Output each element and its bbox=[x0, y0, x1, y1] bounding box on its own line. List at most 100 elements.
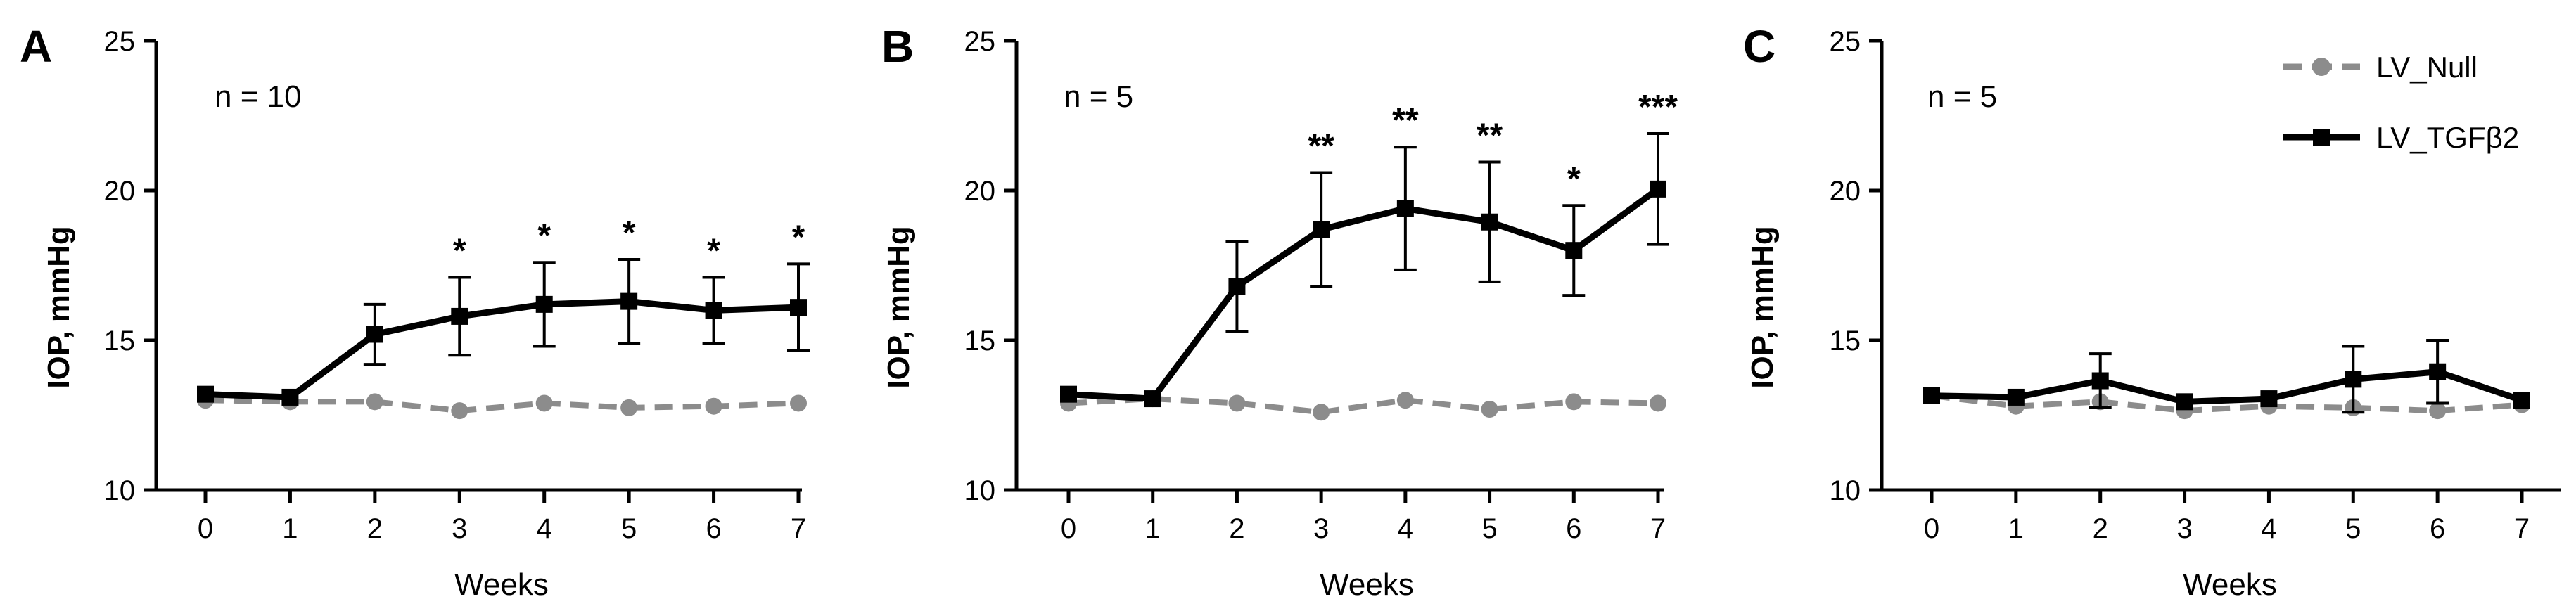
point-tgf-a-0 bbox=[197, 385, 214, 403]
y-tick-label-b-25: 25 bbox=[964, 26, 996, 57]
y-tick-label-c-15: 15 bbox=[1830, 326, 1861, 356]
legend-label-tgf: LV_TGFβ2 bbox=[2376, 121, 2519, 154]
significance-a-4: * bbox=[537, 217, 551, 255]
x-axis-title-a: Weeks bbox=[454, 567, 549, 602]
x-tick-label-a-2: 2 bbox=[367, 513, 383, 544]
y-axis-title-b: IOP, mmHg bbox=[881, 226, 916, 388]
y-tick-label-c-10: 10 bbox=[1830, 475, 1861, 506]
legend-item-null: LV_Null bbox=[2283, 51, 2478, 84]
series-line-null-b bbox=[1068, 396, 1659, 416]
point-tgf-a-3 bbox=[451, 307, 468, 325]
x-axis-title-c: Weeks bbox=[2183, 567, 2277, 602]
x-tick-label-c-3: 3 bbox=[2176, 513, 2192, 544]
series-line-null-c bbox=[1931, 392, 2523, 414]
significance-b-7: *** bbox=[1638, 89, 1678, 126]
point-tgf-a-2 bbox=[366, 326, 383, 343]
plot-area-c: 10 15 20 25 0 1 2 3 4 5 6 7 bbox=[1830, 26, 2561, 544]
point-null-b-3 bbox=[1313, 404, 1330, 421]
point-tgf-a-4 bbox=[535, 295, 553, 313]
panel-letter-b: B bbox=[881, 21, 914, 72]
point-null-b-2 bbox=[1228, 394, 1246, 412]
x-tick-label-a-3: 3 bbox=[452, 513, 467, 544]
series-line-tgf-b bbox=[1068, 186, 1660, 402]
y-tick-label-b-20: 20 bbox=[964, 176, 996, 207]
point-tgf-c-2 bbox=[2091, 372, 2109, 390]
x-tick-label-c-5: 5 bbox=[2345, 513, 2361, 544]
x-tick-label-a-5: 5 bbox=[621, 513, 637, 544]
x-tick-label-c-1: 1 bbox=[2008, 513, 2024, 544]
point-tgf-c-7 bbox=[2513, 392, 2530, 409]
point-null-a-2 bbox=[366, 393, 383, 411]
x-tick-label-a-0: 0 bbox=[198, 513, 213, 544]
point-tgf-c-4 bbox=[2260, 390, 2278, 408]
x-tick-label-c-6: 6 bbox=[2430, 513, 2445, 544]
panel-a: A n = 10 IOP, mmHg Weeks 10 15 20 25 0 1 2 3 4 5 6… bbox=[20, 21, 810, 602]
point-tgf-b-4 bbox=[1396, 200, 1414, 217]
x-axis-title-b: Weeks bbox=[1320, 567, 1414, 602]
series-line-tgf-a bbox=[205, 298, 799, 401]
series-line-tgf-c bbox=[1931, 368, 2523, 405]
x-tick-label-b-1: 1 bbox=[1145, 513, 1161, 544]
n-label-c: n = 5 bbox=[1927, 79, 1997, 114]
point-tgf-a-6 bbox=[705, 302, 722, 319]
significance-a-6: * bbox=[707, 233, 720, 270]
point-null-b-6 bbox=[1565, 393, 1583, 411]
point-null-a-4 bbox=[535, 394, 553, 412]
x-tick-label-b-7: 7 bbox=[1650, 513, 1666, 544]
x-tick-label-a-1: 1 bbox=[282, 513, 298, 544]
point-tgf-b-6 bbox=[1565, 242, 1583, 259]
point-tgf-b-1 bbox=[1144, 390, 1161, 408]
panel-b: B n = 5 IOP, mmHg Weeks 10 15 20 25 0 1 2 3 4 5 6 7… bbox=[881, 21, 1678, 602]
x-tick-label-c-2: 2 bbox=[2093, 513, 2108, 544]
point-tgf-a-7 bbox=[790, 299, 807, 316]
legend-item-tgf: LV_TGFβ2 bbox=[2283, 121, 2519, 154]
plot-area-a: 10 15 20 25 0 1 2 3 4 5 6 7 * * * * * bbox=[104, 26, 810, 544]
legend: LV_Null LV_TGFβ2 bbox=[2283, 51, 2519, 154]
point-null-c-6 bbox=[2429, 402, 2447, 420]
x-tick-label-b-3: 3 bbox=[1313, 513, 1329, 544]
x-tick-label-a-7: 7 bbox=[791, 513, 806, 544]
x-tick-label-b-0: 0 bbox=[1061, 513, 1076, 544]
point-null-a-5 bbox=[620, 399, 638, 416]
significance-b-3: ** bbox=[1308, 127, 1334, 165]
point-tgf-b-5 bbox=[1481, 213, 1498, 231]
y-axis-title-a: IOP, mmHg bbox=[42, 226, 76, 388]
significance-a-3: * bbox=[453, 233, 466, 270]
y-tick-label-a-10: 10 bbox=[104, 475, 136, 506]
x-tick-label-b-2: 2 bbox=[1229, 513, 1244, 544]
legend-label-null: LV_Null bbox=[2376, 51, 2478, 84]
y-tick-label-b-10: 10 bbox=[964, 475, 996, 506]
n-label-b: n = 5 bbox=[1064, 79, 1133, 114]
panel-c: C n = 5 IOP, mmHg Weeks 10 15 20 25 0 1 2 3 4 5 6 7 bbox=[1743, 21, 2561, 602]
point-null-b-4 bbox=[1396, 392, 1414, 409]
point-null-a-3 bbox=[451, 402, 468, 420]
y-tick-label-a-25: 25 bbox=[104, 26, 136, 57]
significance-b-6: * bbox=[1567, 160, 1581, 198]
point-tgf-c-0 bbox=[1923, 387, 1940, 404]
y-tick-label-a-20: 20 bbox=[104, 176, 136, 207]
n-label-a: n = 10 bbox=[215, 79, 302, 114]
point-tgf-c-6 bbox=[2429, 363, 2447, 380]
panel-letter-a: A bbox=[20, 21, 52, 72]
significance-a-7: * bbox=[792, 219, 805, 256]
x-tick-label-c-0: 0 bbox=[1924, 513, 1939, 544]
x-tick-label-b-4: 4 bbox=[1398, 513, 1413, 544]
series-line-null-a bbox=[205, 397, 799, 414]
point-null-a-6 bbox=[705, 397, 722, 415]
point-tgf-b-0 bbox=[1060, 385, 1077, 403]
point-tgf-c-1 bbox=[2007, 388, 2025, 406]
x-tick-label-c-4: 4 bbox=[2261, 513, 2276, 544]
point-tgf-c-5 bbox=[2345, 371, 2362, 388]
point-tgf-a-1 bbox=[281, 388, 299, 406]
y-tick-label-b-15: 15 bbox=[964, 326, 996, 356]
x-tick-label-c-7: 7 bbox=[2514, 513, 2530, 544]
x-tick-label-b-5: 5 bbox=[1481, 513, 1497, 544]
legend-marker-null bbox=[2312, 58, 2330, 76]
point-null-b-7 bbox=[1650, 394, 1666, 412]
y-tick-label-c-20: 20 bbox=[1830, 176, 1861, 207]
point-tgf-a-5 bbox=[620, 292, 638, 310]
y-axis-title-c: IOP, mmHg bbox=[1745, 226, 1780, 388]
significance-b-5: ** bbox=[1477, 117, 1503, 155]
